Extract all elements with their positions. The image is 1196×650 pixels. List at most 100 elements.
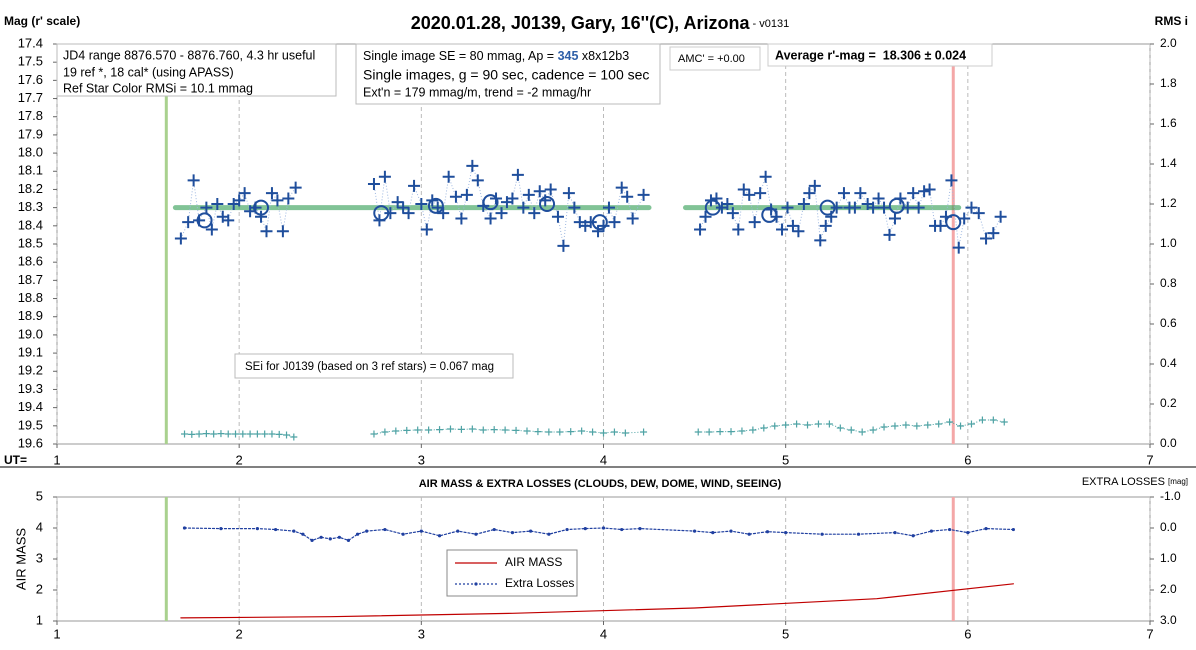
data-point: [907, 187, 920, 200]
data-point: [384, 207, 397, 220]
mean-point: [591, 214, 608, 231]
y-tick-label: 19.3: [18, 381, 43, 396]
data-point: [187, 174, 200, 187]
y-tick-label: 18.2: [18, 181, 43, 196]
range-box: JD4 range 8876.570 - 8876.760, 4.3 hr us…: [56, 43, 337, 97]
data-point: [238, 187, 251, 200]
series-dot: [966, 531, 970, 535]
series-dot: [346, 538, 351, 543]
data-point: [239, 430, 247, 438]
y2-tick-label: 3.0: [1160, 613, 1177, 627]
data-point: [694, 223, 707, 236]
series-dot: [437, 534, 442, 538]
data-point: [640, 428, 648, 436]
data-point: [771, 422, 779, 430]
data-point: [597, 219, 610, 232]
data-point: [883, 228, 896, 241]
legend-label: AIR MASS: [505, 555, 562, 569]
data-point: [621, 190, 634, 203]
y-tick-label: 3: [36, 550, 43, 565]
y2-tick-label: 1.8: [1160, 76, 1177, 90]
y-tick-label: 19.5: [18, 417, 43, 432]
data-point: [289, 181, 302, 194]
data-point: [545, 428, 553, 436]
y2-tick-label: 1.0: [1160, 236, 1177, 250]
data-point: [253, 430, 261, 438]
y-tick-label: 19.6: [18, 435, 43, 450]
x-tick-label: 1: [53, 452, 60, 467]
data-point: [501, 426, 509, 434]
data-point: [246, 430, 254, 438]
y-tick-label: 17.7: [18, 90, 43, 105]
series-line: [180, 583, 1014, 619]
data-point: [436, 426, 444, 434]
series-dot: [474, 532, 478, 536]
series-dot: [601, 526, 606, 530]
data-point: [923, 183, 936, 196]
data-point: [479, 426, 487, 434]
data-point: [188, 430, 196, 438]
series-dot: [583, 527, 587, 531]
y2-tick-label: 1.0: [1160, 551, 1177, 565]
data-point: [414, 426, 422, 434]
data-point: [506, 192, 519, 205]
data-point: [512, 426, 520, 434]
data-point: [972, 207, 985, 220]
data-point: [222, 214, 235, 227]
average-text: Average r'-mag = 18.306 ± 0.024: [775, 48, 966, 62]
note-box: [355, 43, 661, 105]
y2-tick-label: 2.0: [1160, 582, 1177, 596]
series-dot: [711, 531, 715, 535]
data-point: [584, 216, 597, 229]
data-point: [260, 225, 273, 238]
note-part: Single image SE = 80 mmag, Ap =: [363, 49, 558, 63]
data-point: [205, 223, 218, 236]
x-axis-label: UT=: [4, 453, 27, 467]
data-point: [705, 428, 713, 436]
data-point: [994, 210, 1007, 223]
sei-text: SEi for J0139 (based on 3 ref stars) = 0…: [245, 361, 494, 373]
y-tick-label: 18.7: [18, 272, 43, 287]
mean-point: [253, 199, 270, 216]
data-point: [615, 181, 628, 194]
y-tick-label: 19.1: [18, 345, 43, 360]
y-tick-label: 18.5: [18, 235, 43, 250]
mean-point: [427, 197, 444, 214]
data-point: [446, 425, 454, 433]
series-dot: [456, 529, 460, 533]
data-point: [233, 194, 246, 207]
data-point: [522, 188, 535, 201]
y-tick-label: 18.8: [18, 290, 43, 305]
data-point: [814, 234, 827, 247]
y-tick-label: 17.8: [18, 108, 43, 123]
legend-box: [446, 549, 578, 597]
data-point: [989, 416, 997, 424]
data-point: [544, 183, 557, 196]
x-tick-label: 5: [782, 452, 789, 467]
note-box: [56, 43, 337, 97]
data-point: [442, 170, 455, 183]
data-point: [987, 227, 1000, 240]
data-point: [378, 170, 391, 183]
data-point: [556, 428, 564, 436]
mean-point: [539, 196, 556, 212]
data-point: [786, 219, 799, 232]
data-point: [523, 427, 531, 435]
data-point: [551, 210, 564, 223]
y-axis-label: Mag (r' scale): [4, 14, 80, 28]
y2-tick-label: 0.0: [1160, 436, 1177, 450]
y-tick-label: 19.4: [18, 399, 43, 414]
y-tick-label: 17.5: [18, 54, 43, 69]
y-tick-label: 19.0: [18, 326, 43, 341]
x-tick-label: 2: [236, 626, 243, 641]
data-point: [283, 431, 291, 439]
series-dot: [729, 529, 733, 533]
data-point: [367, 178, 380, 190]
x-tick-label: 3: [418, 626, 425, 641]
series-dot: [692, 529, 697, 533]
series-dot: [337, 535, 341, 539]
y-tick-label: 18.1: [18, 163, 43, 178]
y-tick-label: 17.6: [18, 72, 43, 87]
series-dot: [219, 527, 223, 531]
